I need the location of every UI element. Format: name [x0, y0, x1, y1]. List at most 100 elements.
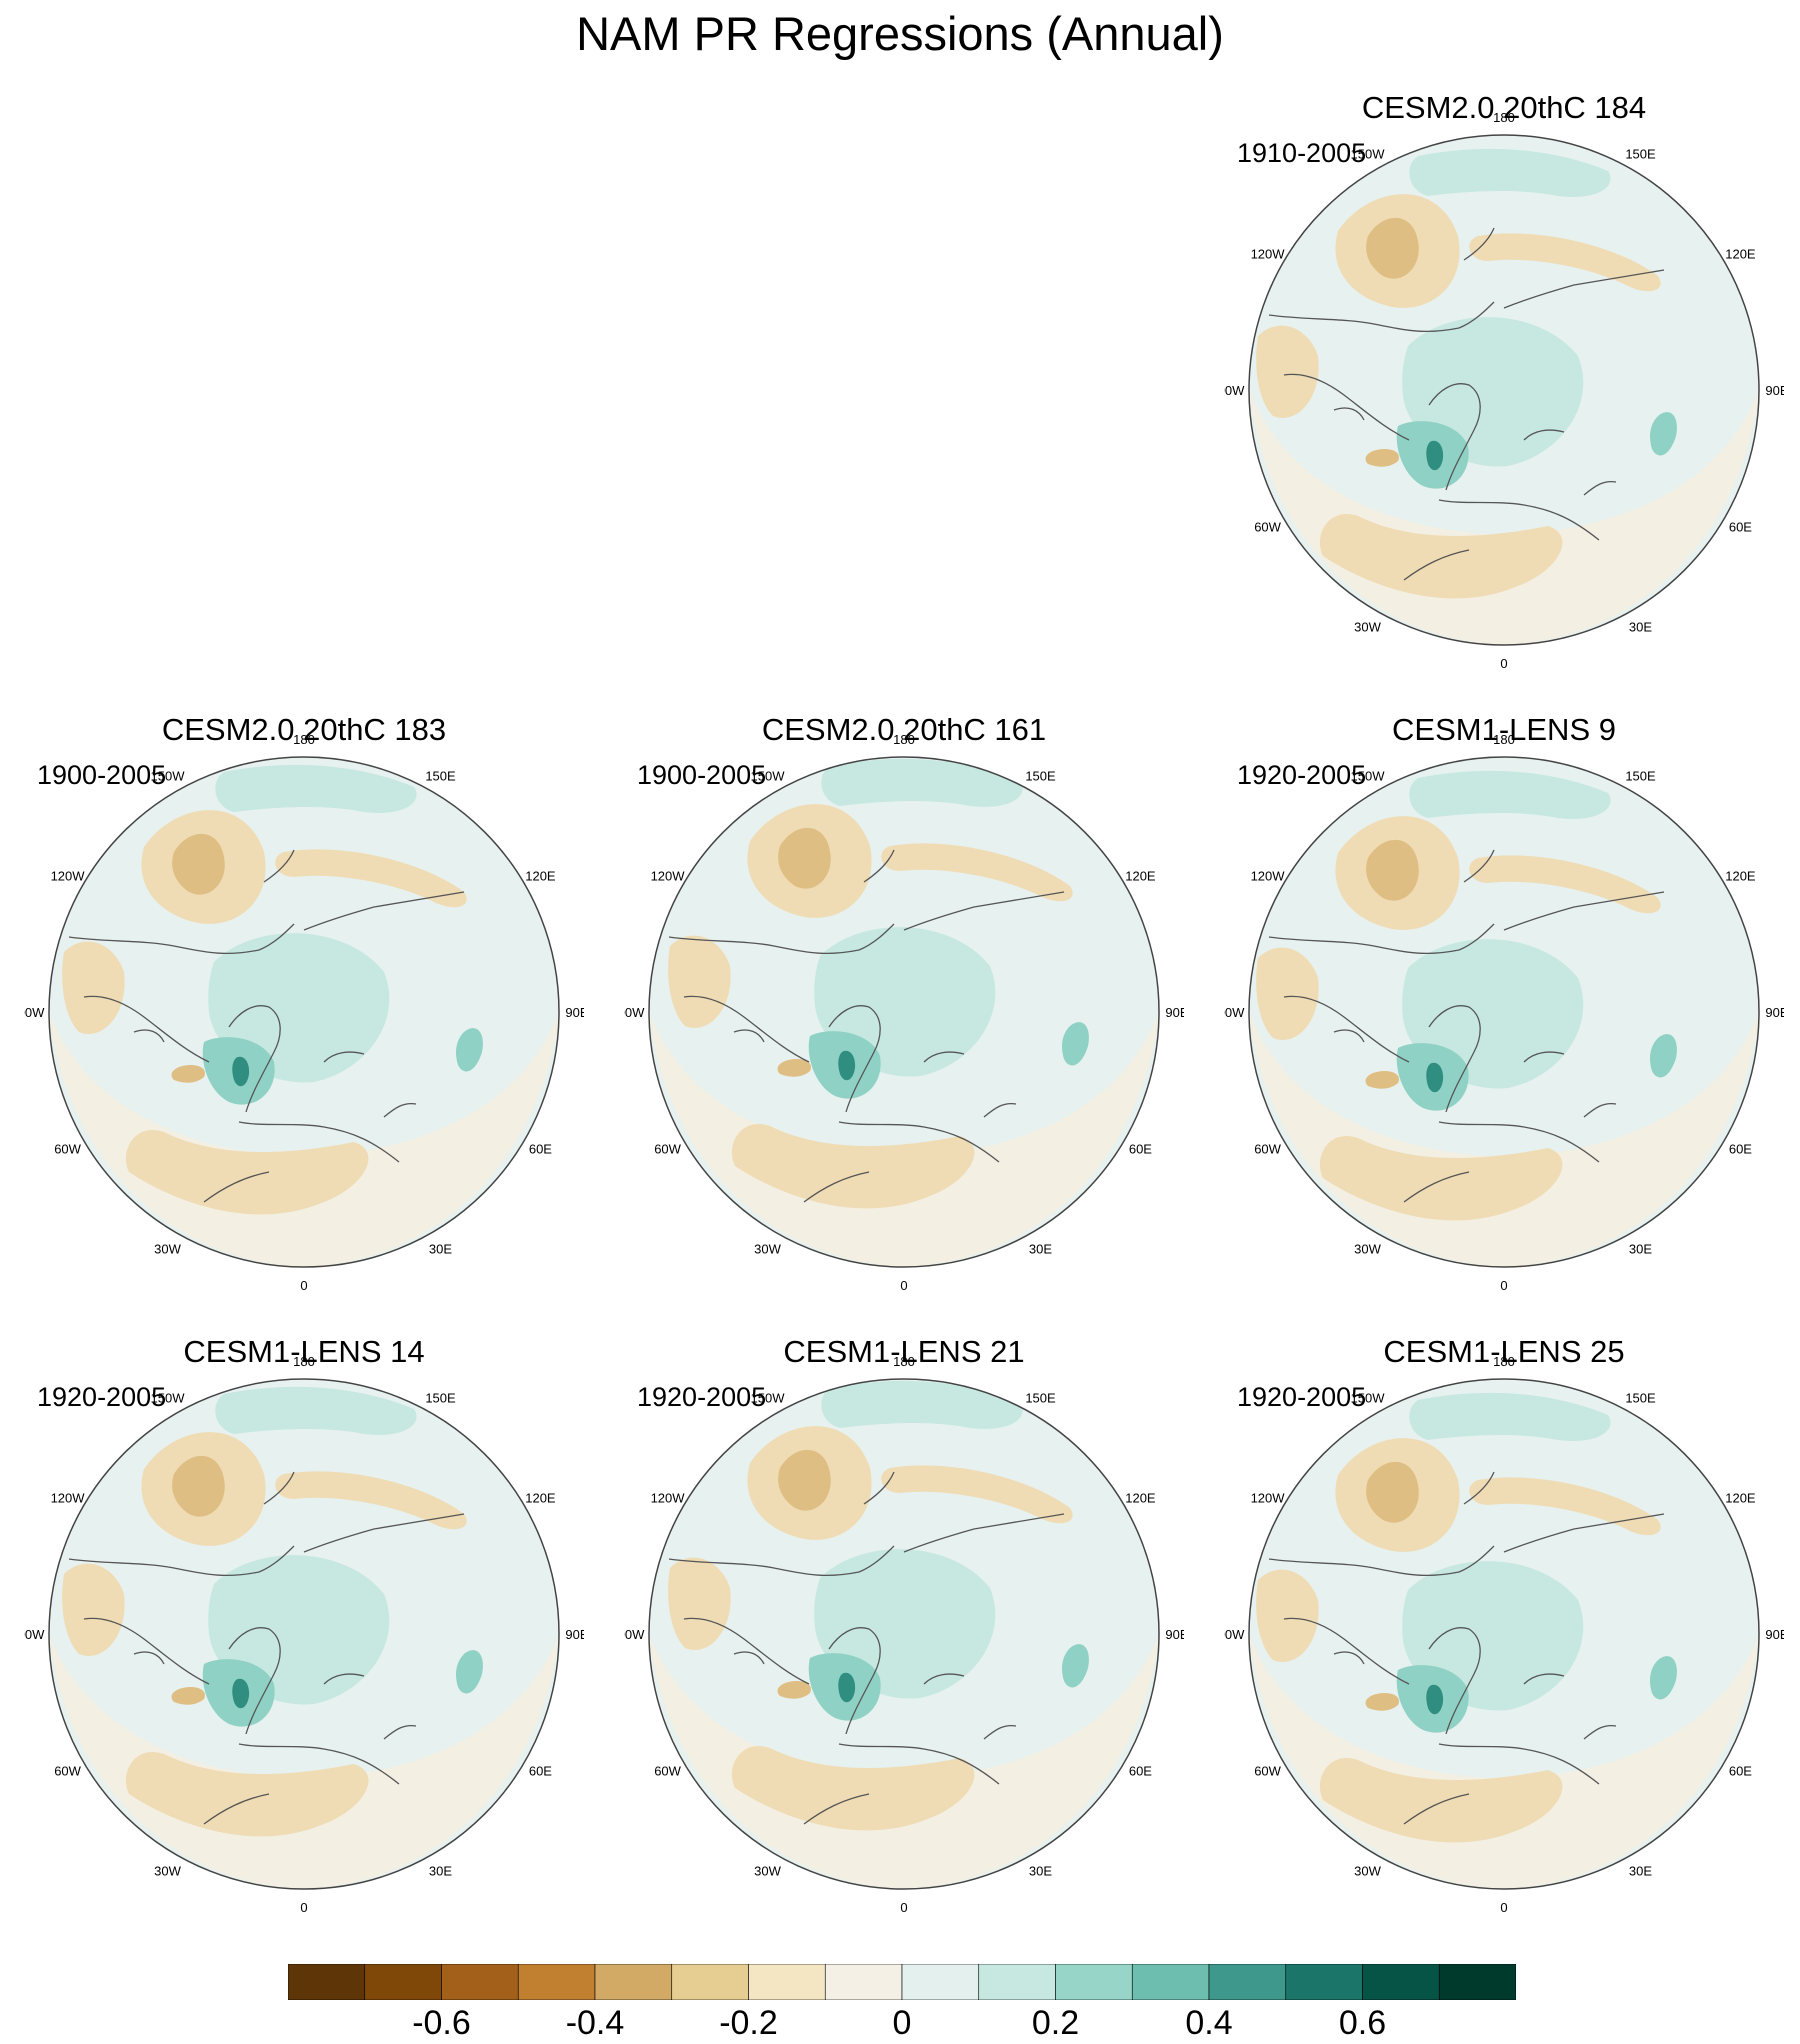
- coastline: [828, 1627, 881, 1735]
- coastline: [983, 1724, 1017, 1740]
- anomaly-contour: [1319, 1758, 1563, 1843]
- panel-title: CESM2.0 20thC 161: [761, 712, 1047, 747]
- longitude-label: 30W: [154, 1863, 181, 1878]
- colorbar-swatch: [1285, 1964, 1363, 2000]
- coastline: [323, 1673, 365, 1685]
- colorbar-swatch: [288, 1964, 366, 2000]
- colorbar-tick-label: 0.6: [1338, 2004, 1387, 2042]
- coastline: [1583, 1724, 1617, 1740]
- map-field: [649, 758, 1159, 1267]
- longitude-label: 90W: [1224, 1005, 1245, 1020]
- coastline: [83, 995, 210, 1063]
- longitude-label: 120W: [1251, 247, 1286, 262]
- colorbar-tick-label: 0.4: [1185, 2004, 1233, 2042]
- longitude-label: 90E: [1165, 1627, 1184, 1642]
- longitude-label: 60E: [529, 1764, 552, 1779]
- longitude-label: 150E: [1625, 147, 1656, 162]
- panel-title: CESM2.0 20thC 183: [161, 712, 447, 747]
- map-field: [49, 764, 559, 1267]
- anomaly-contour: [172, 1455, 225, 1517]
- longitude-label: 90W: [1224, 383, 1245, 398]
- anomaly-contour: [1650, 1656, 1677, 1700]
- colorbar-swatch: [978, 1964, 1056, 2000]
- panel-period: 1920-2005: [637, 1382, 767, 1412]
- anomaly-contour: [1365, 449, 1399, 467]
- coastline: [383, 1724, 417, 1740]
- longitude-label: 120E: [1725, 247, 1756, 262]
- longitude-label: 180: [293, 1354, 315, 1369]
- longitude-label: 60E: [1729, 520, 1752, 535]
- coastline: [68, 1545, 295, 1577]
- anomaly-contour: [456, 1650, 483, 1694]
- longitude-label: 90W: [624, 1627, 645, 1642]
- panel-title: CESM1-LENS 25: [1383, 1334, 1625, 1369]
- anomaly-contour: [1469, 1477, 1661, 1536]
- coastline: [1428, 383, 1481, 491]
- coastline: [203, 1793, 270, 1825]
- colorbar-swatch: [364, 1964, 442, 2000]
- anomaly-contour: [1650, 1034, 1677, 1078]
- panel-period: 1920-2005: [1237, 1382, 1367, 1412]
- anomaly-contour: [821, 758, 1023, 807]
- coastline: [1428, 1627, 1481, 1735]
- coastline: [133, 1029, 165, 1043]
- coastline: [1268, 1545, 1495, 1577]
- anomaly-contour: [1469, 233, 1661, 292]
- panel-title: CESM2.0 20thC 184: [1361, 90, 1647, 125]
- coastline: [238, 1743, 400, 1785]
- coastline: [903, 891, 1065, 931]
- coastline: [838, 1121, 1000, 1163]
- longitude-label: 30E: [1029, 1241, 1052, 1256]
- anomaly-contour: [1365, 1071, 1399, 1089]
- longitude-label: 60W: [1254, 1764, 1281, 1779]
- colorbar-swatch: [1055, 1964, 1133, 2000]
- longitude-label: 30E: [1629, 1241, 1652, 1256]
- coastline: [803, 1171, 870, 1203]
- figure-title: NAM PR Regressions (Annual): [576, 7, 1224, 60]
- polar-map: 180 150E 120E 90E 60E 30E 0 30W 60W 90W 120W 150W: [624, 732, 1184, 1292]
- map-panel-cesm1-lens-14: 180 150E 120E 90E 60E 30E 0 30W 60W 90W 120W 150W C…: [24, 1334, 584, 1914]
- colorbar-tick-label: -0.6: [412, 2004, 471, 2042]
- longitude-label: 120W: [651, 1491, 686, 1506]
- longitude-label: 30W: [154, 1241, 181, 1256]
- longitude-label: 150W: [1351, 1391, 1386, 1406]
- polar-map: 180 150E 120E 90E 60E 30E 0 30W 60W 90W 120W 150W: [624, 1354, 1184, 1914]
- coastline: [683, 995, 810, 1063]
- coastline: [263, 1471, 295, 1505]
- anomaly-contour: [1062, 1022, 1089, 1066]
- coastline: [1403, 1171, 1470, 1203]
- anomaly-contour: [778, 1449, 831, 1511]
- map-frame: [48, 756, 560, 1268]
- coastline: [983, 1102, 1017, 1118]
- coastline: [1503, 891, 1665, 931]
- coastline: [803, 1793, 870, 1825]
- coastline: [1403, 549, 1470, 581]
- anomaly-contour: [838, 1050, 856, 1081]
- anomaly-contour: [1256, 325, 1319, 418]
- longitude-label: 180: [1493, 1354, 1515, 1369]
- anomaly-contour: [881, 843, 1073, 902]
- coastline: [1268, 923, 1495, 955]
- coastline: [1523, 1051, 1565, 1063]
- coastline: [133, 1651, 165, 1665]
- map-panel-cesm1-lens-9: 180 150E 120E 90E 60E 30E 0 30W 60W 90W 120W 150W C…: [1224, 712, 1784, 1292]
- coastline: [1463, 1471, 1495, 1505]
- colorbar-swatch: [1208, 1964, 1287, 2000]
- coastline: [1438, 1121, 1600, 1163]
- anomaly-contour: [731, 1746, 975, 1831]
- coastline: [1523, 1673, 1565, 1685]
- coastline: [238, 1121, 400, 1163]
- longitude-label: 60E: [1729, 1764, 1752, 1779]
- coastline: [383, 1102, 417, 1118]
- anomaly-contour: [1426, 1684, 1444, 1715]
- colorbar-swatch: [901, 1964, 980, 2000]
- coastline: [828, 1005, 881, 1113]
- longitude-label: 90E: [1765, 1627, 1784, 1642]
- longitude-label: 120E: [1125, 1491, 1156, 1506]
- land-region: [49, 1634, 559, 1889]
- colorbar-swatch: [1362, 1964, 1440, 2000]
- polar-map: 180 150E 120E 90E 60E 30E 0 30W 60W 90W 120W 150W: [1224, 110, 1784, 670]
- map-field: [1249, 148, 1759, 645]
- polar-map: 180 150E 120E 90E 60E 30E 0 30W 60W 90W 120W 150W: [1224, 732, 1784, 1292]
- coastline: [733, 1029, 765, 1043]
